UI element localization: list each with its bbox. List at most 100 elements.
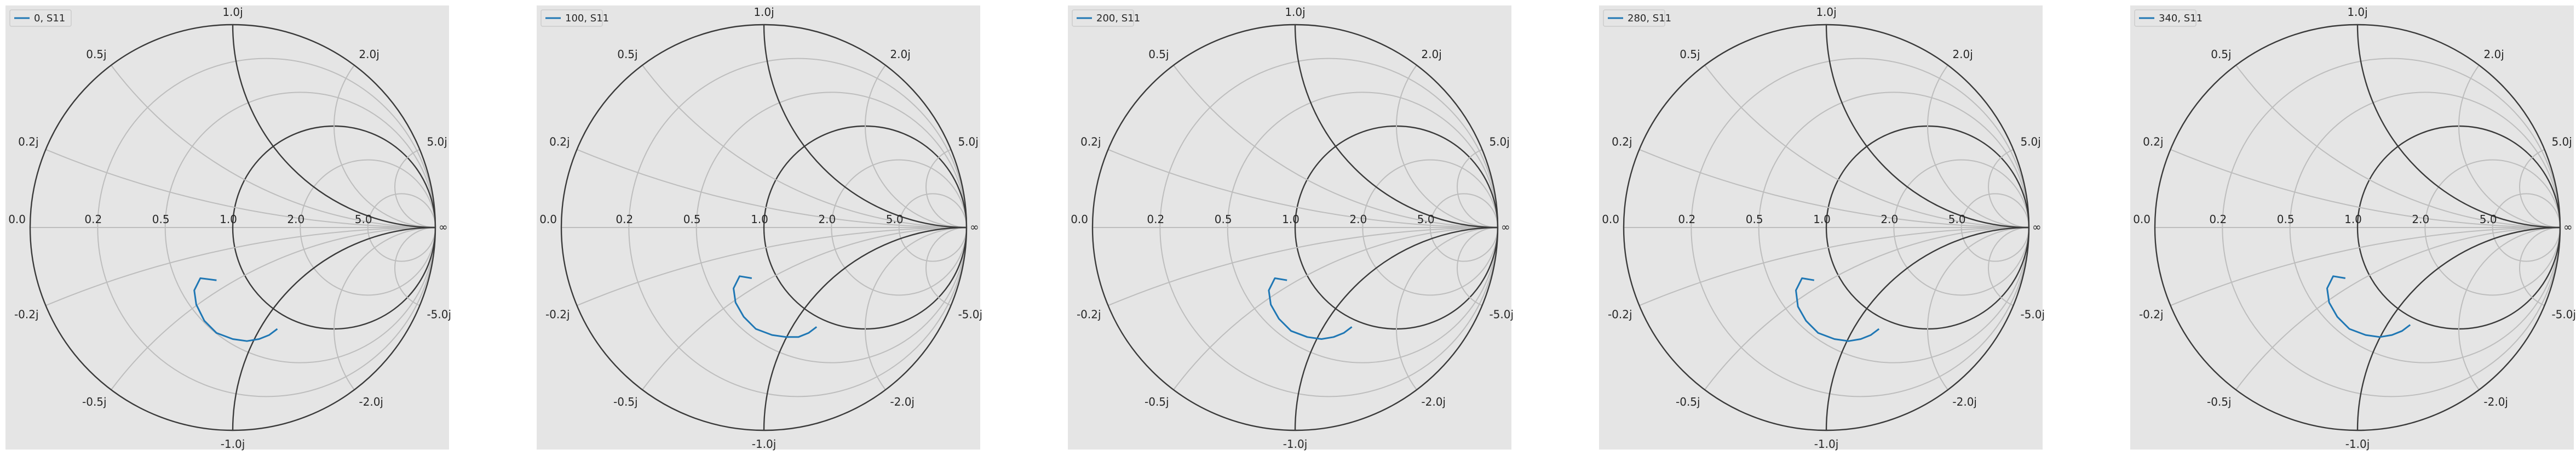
resistance-tick-label: 0.0 <box>1071 213 1088 226</box>
s11-trace <box>193 277 278 342</box>
legend-frame <box>9 9 72 27</box>
reactance-tick-label: -2.0j <box>1952 395 1977 408</box>
reactance-tick-label: -0.5j <box>82 395 107 408</box>
resistance-tick-label: 5.0 <box>1417 213 1435 226</box>
legend: 100, S11 <box>540 9 609 27</box>
legend-label: 100, S11 <box>565 13 609 24</box>
resistance-circle <box>2289 92 2560 363</box>
resistance-tick-label: 0.5 <box>1746 213 1763 226</box>
unit-circle <box>2154 24 2561 431</box>
unit-circle <box>560 24 968 431</box>
resistance-tick-label: 0.0 <box>2133 213 2150 226</box>
resistance-circle <box>1159 58 1498 397</box>
reactance-tick-label: -1.0j <box>1814 437 1839 451</box>
reactance-tick-label: 5.0j <box>2020 135 2040 148</box>
smith-panel-0: 0.0 0.2 0.5 1.0 2.0 5.0 ∞ 0.2j 0.5j 1.0j 2.0j 5.0j -… <box>5 5 451 451</box>
reactance-arc <box>1457 146 1498 228</box>
resistance-circle <box>1362 159 1498 296</box>
legend-frame <box>2134 9 2196 27</box>
s11-trace <box>2326 275 2411 338</box>
reactance-tick-label: 5.0j <box>2551 135 2572 148</box>
resistance-circle <box>898 193 967 262</box>
reactance-tick-label: -1.0j <box>1283 437 1308 451</box>
reactance-tick-label: 2.0j <box>1952 48 1973 61</box>
reactance-tick-label: 0.2j <box>2143 135 2163 148</box>
resistance-tick-label: 0.0 <box>8 213 26 226</box>
resistance-tick-label: 0.5 <box>683 213 701 226</box>
resistance-tick-label: 5.0 <box>1948 213 1966 226</box>
legend: 280, S11 <box>1603 9 1671 27</box>
resistance-tick-label: 0.2 <box>1147 213 1164 226</box>
reactance-arc <box>2458 25 2560 228</box>
resistance-tick-label: 0.2 <box>84 213 102 226</box>
resistance-tick-label: ∞ <box>970 220 979 234</box>
legend-label: 340, S11 <box>2159 13 2203 24</box>
reactance-tick-label: -0.2j <box>14 308 39 321</box>
reactance-tick-label: -0.2j <box>1077 308 1101 321</box>
reactance-tick-label: 1.0j <box>1285 5 1305 19</box>
reactance-tick-label: 0.5j <box>1148 48 1169 61</box>
resistance-tick-label: 0.5 <box>152 213 170 226</box>
reactance-arc <box>2519 227 2560 309</box>
legend-frame <box>540 9 603 27</box>
reactance-tick-label: -2.0j <box>359 395 383 408</box>
reactance-tick-label: -5.0j <box>1489 308 1514 321</box>
resistance-tick-label: 1.0 <box>751 213 768 226</box>
reactance-tick-label: 0.2j <box>1612 135 1632 148</box>
reactance-arc <box>1988 146 2029 228</box>
reactance-arc <box>925 227 967 309</box>
resistance-circle <box>1893 159 2029 296</box>
resistance-tick-label: ∞ <box>1501 220 1510 234</box>
reactance-tick-label: -0.5j <box>613 395 638 408</box>
reactance-tick-label: -1.0j <box>752 437 777 451</box>
reactance-tick-label: -2.0j <box>1421 395 1446 408</box>
s11-trace <box>1268 277 1353 340</box>
resistance-tick-label: 0.0 <box>539 213 557 226</box>
resistance-tick-label: 2.0 <box>1349 213 1367 226</box>
legend-label: 280, S11 <box>1628 13 1671 24</box>
reactance-arc <box>334 25 435 228</box>
resistance-tick-label: 1.0 <box>220 213 237 226</box>
smith-panel-2: 0.0 0.2 0.5 1.0 2.0 5.0 ∞ 0.2j 0.5j 1.0j 2.0j 5.0j -… <box>1068 5 1514 451</box>
legend-label: 0, S11 <box>34 13 65 24</box>
resistance-tick-label: 0.2 <box>616 213 633 226</box>
legend: 200, S11 <box>1072 9 1140 27</box>
resistance-tick-label: 2.0 <box>1881 213 1898 226</box>
reactance-tick-label: 5.0j <box>427 135 447 148</box>
legend: 340, S11 <box>2134 9 2203 27</box>
reactance-tick-label: -5.0j <box>2551 308 2576 321</box>
reactance-tick-label: -0.2j <box>1608 308 1632 321</box>
reactance-tick-label: 2.0j <box>2483 48 2504 61</box>
reactance-tick-label: 1.0j <box>1816 5 1836 19</box>
reactance-arc <box>1396 227 1498 430</box>
unit-circle <box>1091 24 1499 431</box>
resistance-tick-label: ∞ <box>2032 220 2042 234</box>
resistance-circle <box>300 159 435 296</box>
reactance-tick-label: -0.2j <box>2139 308 2164 321</box>
resistance-tick-label: 5.0 <box>886 213 904 226</box>
resistance-tick-label: 0.0 <box>1602 213 1619 226</box>
s11-trace <box>1795 277 1880 342</box>
resistance-tick-label: 0.5 <box>1215 213 1232 226</box>
unit-circle <box>1623 24 2030 431</box>
reactance-tick-label: -0.2j <box>545 308 570 321</box>
reactance-arc <box>865 25 967 228</box>
reactance-arc <box>394 146 435 228</box>
resistance-tick-label: 1.0 <box>2344 213 2362 226</box>
legend-frame <box>1072 9 1134 27</box>
resistance-tick-label: 2.0 <box>2412 213 2429 226</box>
reactance-arc <box>1457 227 1498 309</box>
reactance-arc <box>2519 146 2560 228</box>
reactance-tick-label: -2.0j <box>2483 395 2508 408</box>
reactance-tick-label: 0.2j <box>549 135 570 148</box>
resistance-tick-label: 5.0 <box>2480 213 2497 226</box>
smith-panel-3: 0.0 0.2 0.5 1.0 2.0 5.0 ∞ 0.2j 0.5j 1.0j 2.0j 5.0j -… <box>1599 5 2045 451</box>
reactance-arc <box>394 227 435 309</box>
resistance-circle <box>695 92 967 363</box>
reactance-tick-label: -5.0j <box>2020 308 2045 321</box>
resistance-tick-label: ∞ <box>2563 220 2573 234</box>
reactance-tick-label: 0.5j <box>2211 48 2231 61</box>
reactance-tick-label: -1.0j <box>221 437 245 451</box>
reactance-tick-label: 0.2j <box>18 135 38 148</box>
